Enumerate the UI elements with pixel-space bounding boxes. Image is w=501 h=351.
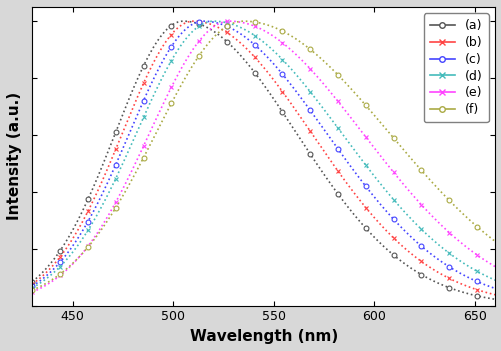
Legend: (a), (b), (c), (d), (e), (f): (a), (b), (c), (d), (e), (f)	[423, 13, 488, 122]
Y-axis label: Intensity (a.u.): Intensity (a.u.)	[7, 92, 22, 220]
X-axis label: Wavelength (nm): Wavelength (nm)	[189, 329, 337, 344]
